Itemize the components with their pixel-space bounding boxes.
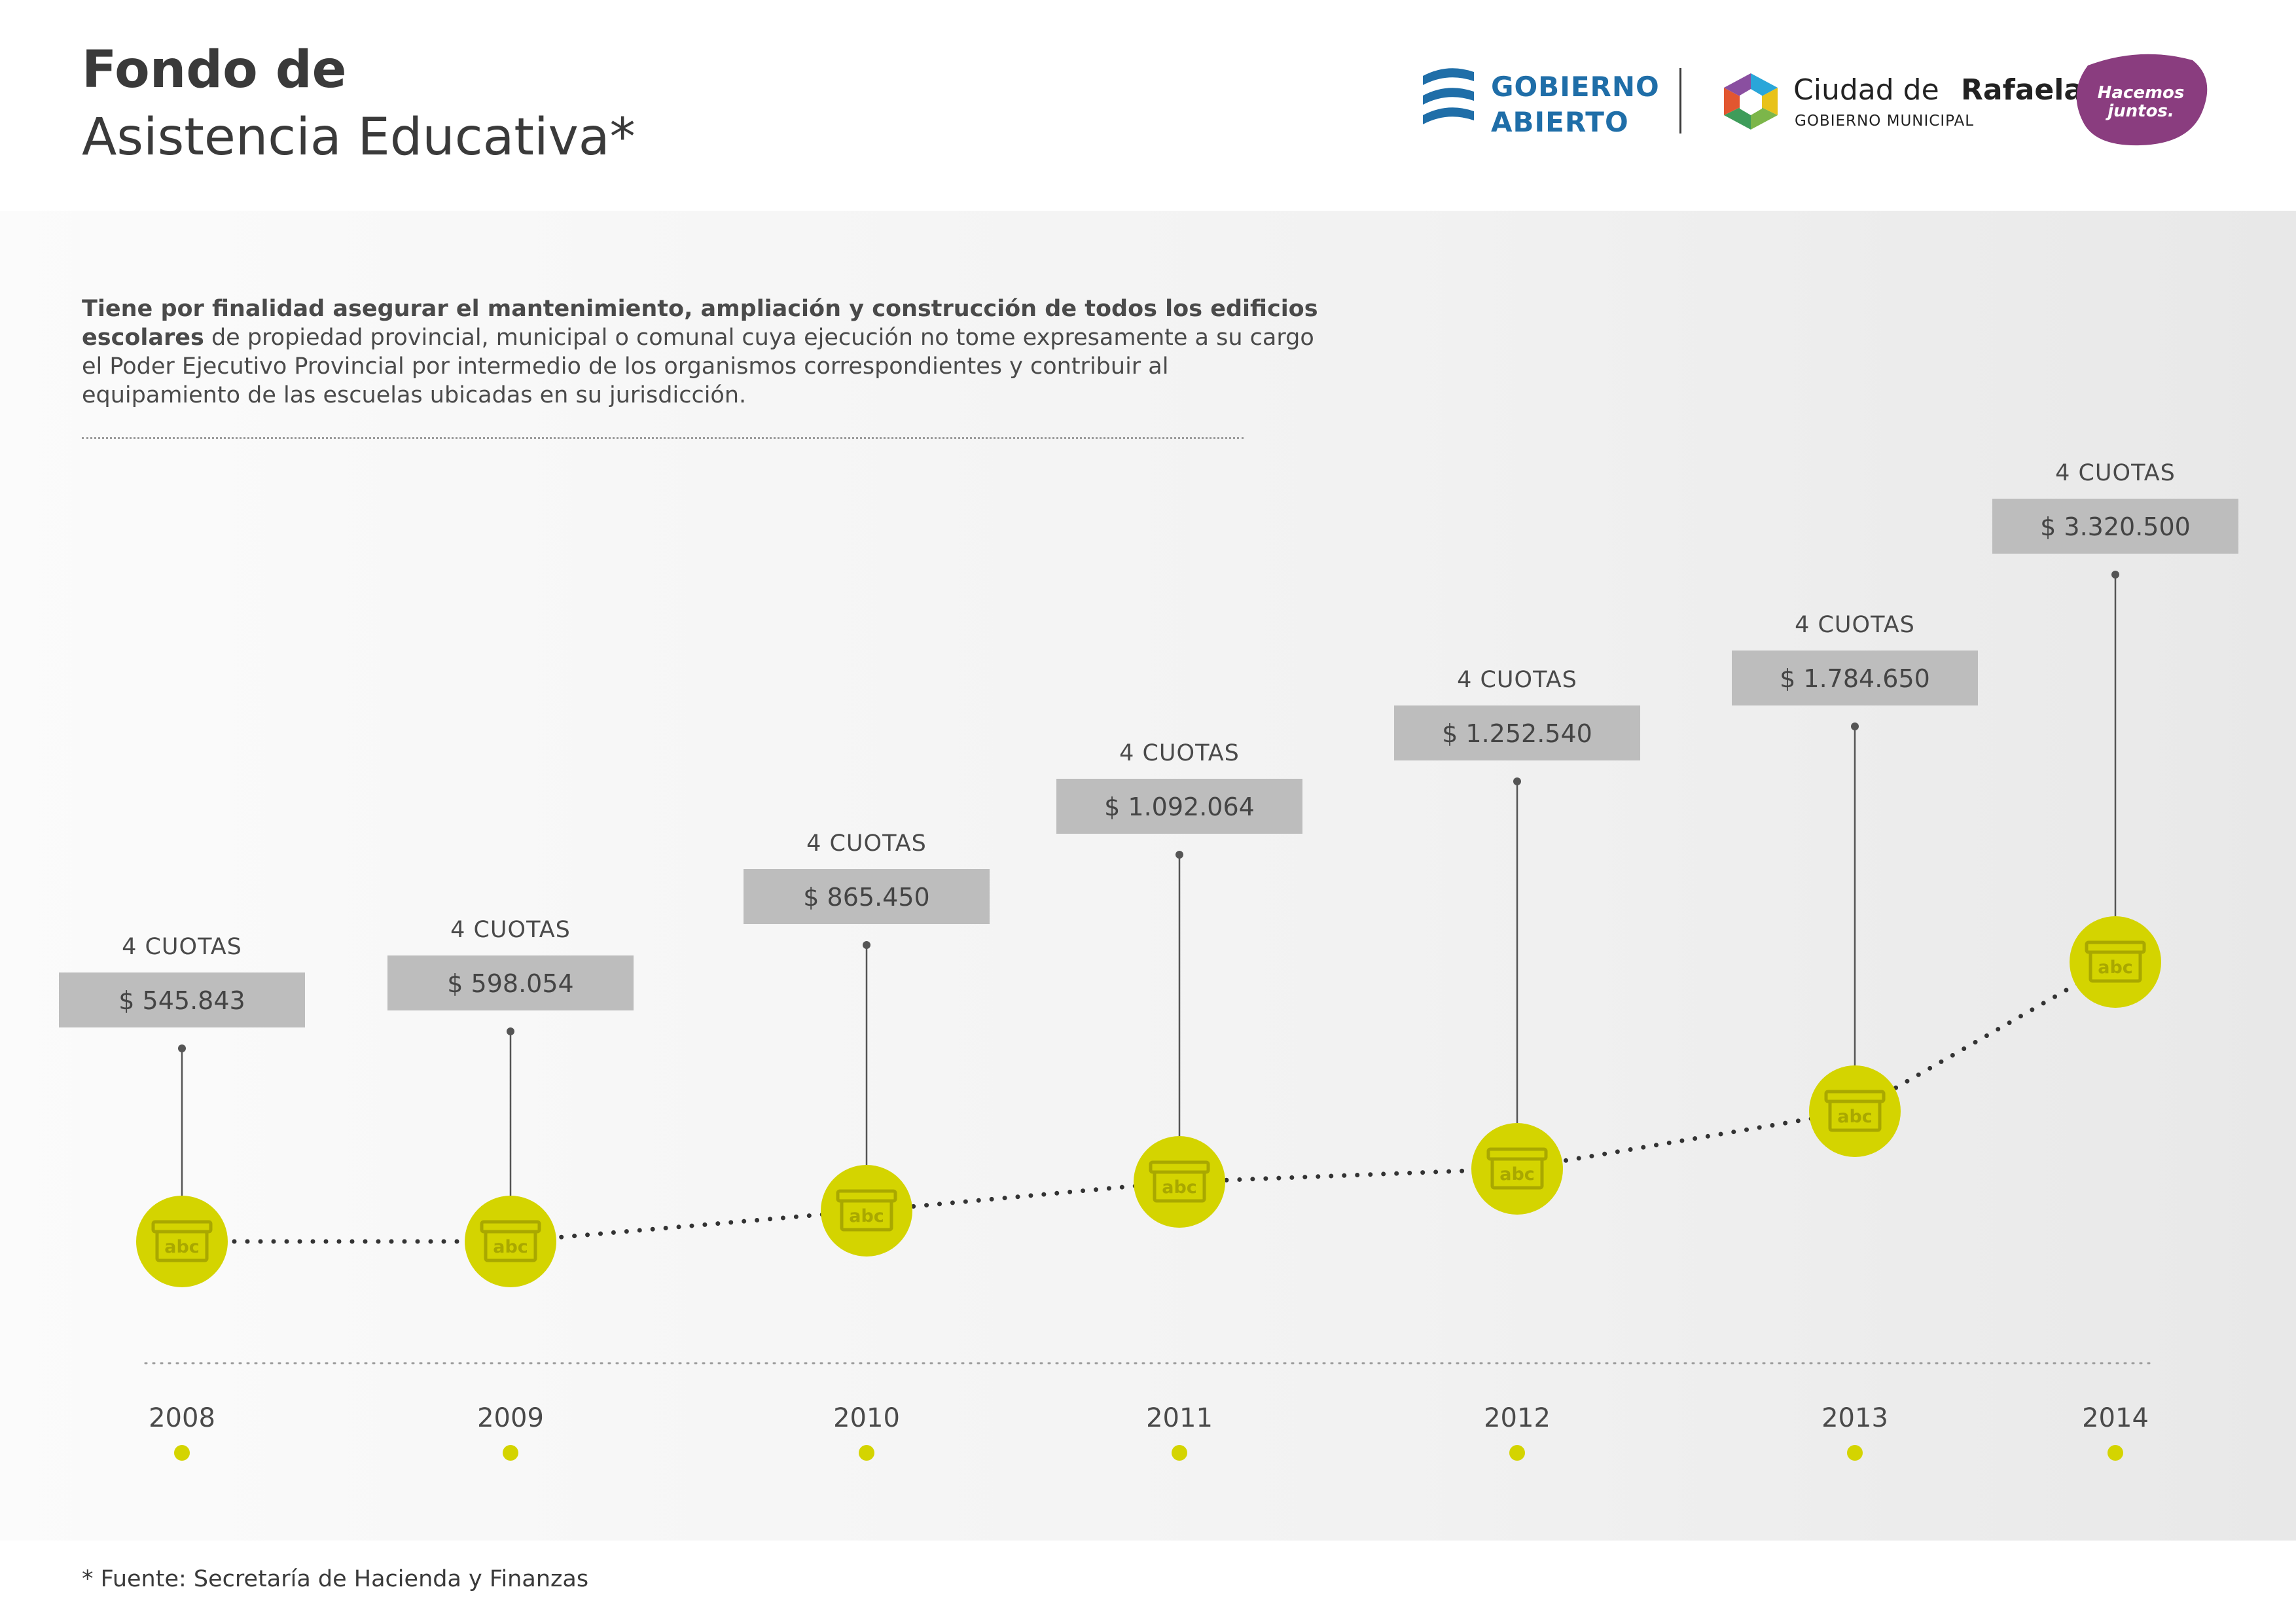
- stem-dot: [2111, 571, 2119, 579]
- cuotas-label: 4 CUOTAS: [806, 830, 927, 857]
- x-tick-dot: [2108, 1445, 2123, 1461]
- data-label: $ 3.320.500: [2040, 512, 2191, 541]
- cuotas-label: 4 CUOTAS: [1457, 667, 1577, 693]
- marker-text: abc: [493, 1237, 528, 1257]
- x-tick-label: 2008: [149, 1403, 215, 1433]
- x-tick-dot: [859, 1445, 874, 1461]
- data-point-marker: abc: [1809, 1065, 1901, 1157]
- marker-text: abc: [1162, 1177, 1197, 1198]
- x-tick-dot: [1172, 1445, 1187, 1461]
- x-tick-dot: [1509, 1445, 1525, 1461]
- x-tick-dot: [1847, 1445, 1863, 1461]
- data-label: $ 865.450: [803, 883, 929, 912]
- stem-dot: [1851, 722, 1859, 730]
- marker-text: abc: [2098, 957, 2133, 978]
- marker-text: abc: [164, 1237, 200, 1257]
- data-label: $ 598.054: [447, 969, 573, 998]
- cuotas-label: 4 CUOTAS: [1795, 612, 1915, 638]
- cuotas-label: 4 CUOTAS: [2055, 460, 2176, 486]
- cuotas-label: 4 CUOTAS: [122, 934, 242, 960]
- x-tick-label: 2012: [1484, 1403, 1551, 1433]
- data-point-marker: abc: [1471, 1123, 1563, 1215]
- x-tick-label: 2013: [1821, 1403, 1888, 1433]
- timeline-chart: 4 CUOTAS $ 545.843 4 CUOTAS $ 598.054 4 CUOT…: [0, 0, 2296, 1623]
- data-point-marker: abc: [136, 1196, 228, 1287]
- data-point-marker: abc: [1134, 1136, 1225, 1228]
- x-tick-dot: [174, 1445, 190, 1461]
- x-tick-label: 2009: [477, 1403, 544, 1433]
- x-tick-dot: [503, 1445, 518, 1461]
- stem-dot: [863, 941, 870, 949]
- data-point-marker: abc: [821, 1165, 912, 1257]
- marker-text: abc: [849, 1206, 884, 1226]
- stem-dot: [507, 1027, 514, 1035]
- data-label: $ 1.784.650: [1780, 664, 1930, 693]
- x-tick-label: 2014: [2082, 1403, 2149, 1433]
- data-point-marker: abc: [465, 1196, 556, 1287]
- data-point-marker: abc: [2070, 916, 2161, 1008]
- marker-text: abc: [1499, 1164, 1535, 1185]
- cuotas-label: 4 CUOTAS: [1119, 740, 1240, 766]
- stem-dot: [1175, 851, 1183, 859]
- x-tick-label: 2011: [1146, 1403, 1213, 1433]
- footnote: * Fuente: Secretaría de Hacienda y Finan…: [82, 1566, 588, 1592]
- marker-text: abc: [1837, 1107, 1873, 1127]
- cuotas-label: 4 CUOTAS: [450, 917, 571, 943]
- data-label: $ 545.843: [118, 986, 245, 1015]
- data-label: $ 1.252.540: [1442, 719, 1592, 748]
- data-label: $ 1.092.064: [1104, 793, 1255, 821]
- stem-dot: [1513, 777, 1521, 785]
- stem-dot: [178, 1044, 186, 1052]
- x-tick-label: 2010: [833, 1403, 900, 1433]
